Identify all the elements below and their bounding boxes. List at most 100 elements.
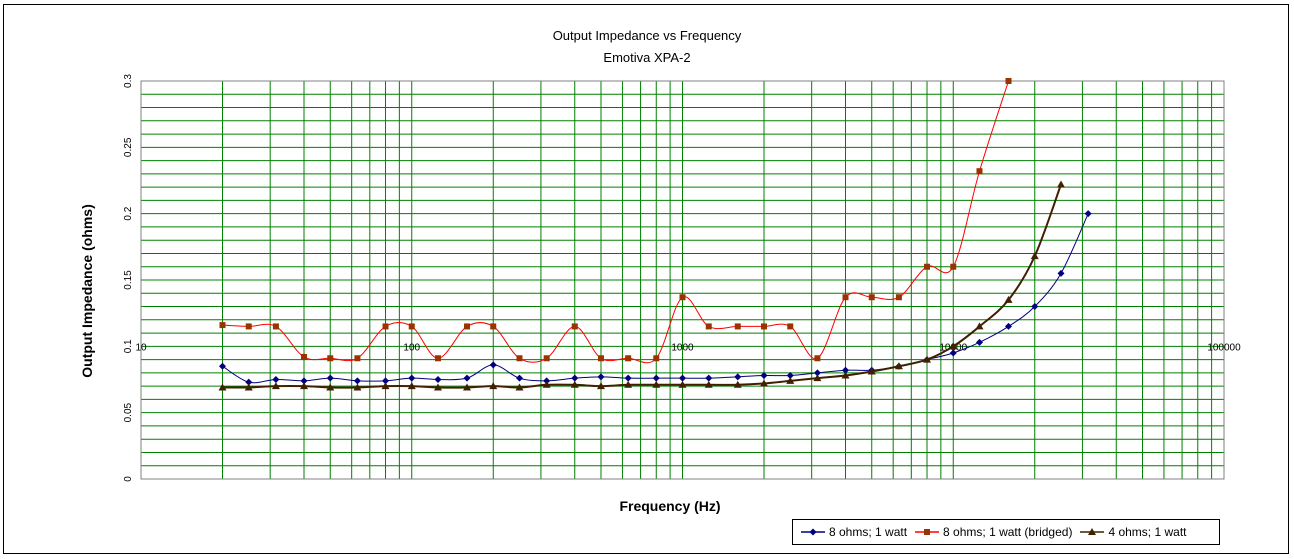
data-point xyxy=(975,322,984,330)
data-point xyxy=(868,294,875,301)
x-axis-title: Frequency (Hz) xyxy=(619,498,720,514)
data-point xyxy=(923,355,932,363)
data-point xyxy=(516,355,523,362)
data-point xyxy=(326,374,334,382)
data-point xyxy=(543,355,550,362)
data-point xyxy=(245,378,253,386)
data-point xyxy=(976,168,983,175)
legend-label: 8 ohms; 1 watt xyxy=(829,525,908,539)
data-point xyxy=(950,263,957,270)
data-point xyxy=(354,355,361,362)
data-point xyxy=(464,323,471,330)
data-point xyxy=(894,362,903,370)
data-point xyxy=(652,374,660,382)
data-point xyxy=(300,382,309,390)
series-2 xyxy=(219,78,1012,364)
data-point xyxy=(653,355,660,362)
data-point xyxy=(271,382,280,390)
data-point xyxy=(300,377,308,385)
data-point xyxy=(327,355,334,362)
data-point xyxy=(434,355,441,362)
data-point xyxy=(597,355,604,362)
data-point xyxy=(570,380,579,388)
data-point xyxy=(704,380,713,388)
series-line xyxy=(222,80,1009,364)
data-point xyxy=(219,322,226,329)
data-point xyxy=(760,379,769,387)
data-point xyxy=(571,323,578,330)
data-point xyxy=(814,355,821,362)
data-point xyxy=(624,380,633,388)
data-point xyxy=(433,383,442,391)
data-point xyxy=(272,376,280,383)
chart-svg: 1010010001000010000000.050.10.150.20.250… xyxy=(79,28,1241,514)
data-point xyxy=(515,383,524,391)
data-point xyxy=(1031,303,1039,311)
data-point xyxy=(382,323,389,330)
series-line xyxy=(222,184,1062,389)
y-axis-title: Output Impedance (ohms) xyxy=(79,204,95,377)
data-point xyxy=(244,383,253,391)
data-point xyxy=(867,367,876,375)
data-point xyxy=(571,374,579,382)
data-point xyxy=(1004,295,1013,303)
y-tick-label: 0.3 xyxy=(123,74,134,88)
data-point xyxy=(679,374,686,382)
data-point xyxy=(597,373,605,381)
y-tick-label: 0.1 xyxy=(123,339,134,353)
data-point xyxy=(407,382,416,390)
data-point xyxy=(515,374,523,382)
data-point xyxy=(705,323,712,330)
data-point xyxy=(841,371,850,379)
data-point xyxy=(408,374,416,382)
data-point xyxy=(301,353,308,360)
data-point xyxy=(975,338,983,346)
series-lines xyxy=(218,78,1092,391)
legend-item: 4 ohms; 1 watt xyxy=(1080,525,1187,539)
data-point xyxy=(786,376,795,384)
y-tick-label: 0 xyxy=(123,476,134,482)
data-point xyxy=(489,361,497,369)
chart-frame: 1010010001000010000000.050.10.150.20.250… xyxy=(3,4,1289,554)
y-tick-label: 0.05 xyxy=(123,402,134,422)
data-point xyxy=(813,369,821,377)
data-point xyxy=(353,383,362,391)
data-point xyxy=(761,323,768,330)
data-point xyxy=(490,323,497,330)
y-tick-label: 0.25 xyxy=(123,137,134,157)
grid-lines xyxy=(140,80,1224,480)
legend-label: 8 ohms; 1 watt (bridged) xyxy=(943,525,1073,539)
data-point xyxy=(463,374,471,382)
x-tick-label: 100 xyxy=(403,342,420,353)
data-point xyxy=(434,376,442,383)
chart-title: Output Impedance vs Frequency xyxy=(553,28,742,43)
data-point xyxy=(787,323,794,330)
y-tick-label: 0.15 xyxy=(123,270,134,290)
series-3 xyxy=(218,180,1065,391)
data-point xyxy=(1084,210,1092,218)
data-point xyxy=(734,323,741,330)
y-tick-label: 0.2 xyxy=(123,206,134,220)
data-point xyxy=(218,383,227,391)
data-point xyxy=(842,366,850,374)
data-point xyxy=(1005,322,1013,330)
legend: 8 ohms; 1 watt 8 ohms; 1 watt (bridged) 4 … xyxy=(792,519,1220,545)
data-point xyxy=(924,263,931,270)
legend-swatch xyxy=(915,529,940,535)
data-point xyxy=(624,374,632,382)
data-point xyxy=(705,374,713,382)
data-point xyxy=(813,374,822,382)
data-point xyxy=(463,383,472,391)
data-point xyxy=(949,349,957,357)
data-point xyxy=(760,372,768,380)
plot-area xyxy=(140,80,1225,480)
data-point xyxy=(733,380,742,388)
data-point xyxy=(949,342,958,350)
data-point xyxy=(596,382,605,390)
data-point xyxy=(842,294,849,301)
legend-swatch xyxy=(1080,528,1105,535)
data-point xyxy=(786,372,794,380)
data-point xyxy=(408,323,415,330)
x-tick-label: 1000 xyxy=(671,342,694,353)
x-tick-label: 10 xyxy=(135,342,147,353)
